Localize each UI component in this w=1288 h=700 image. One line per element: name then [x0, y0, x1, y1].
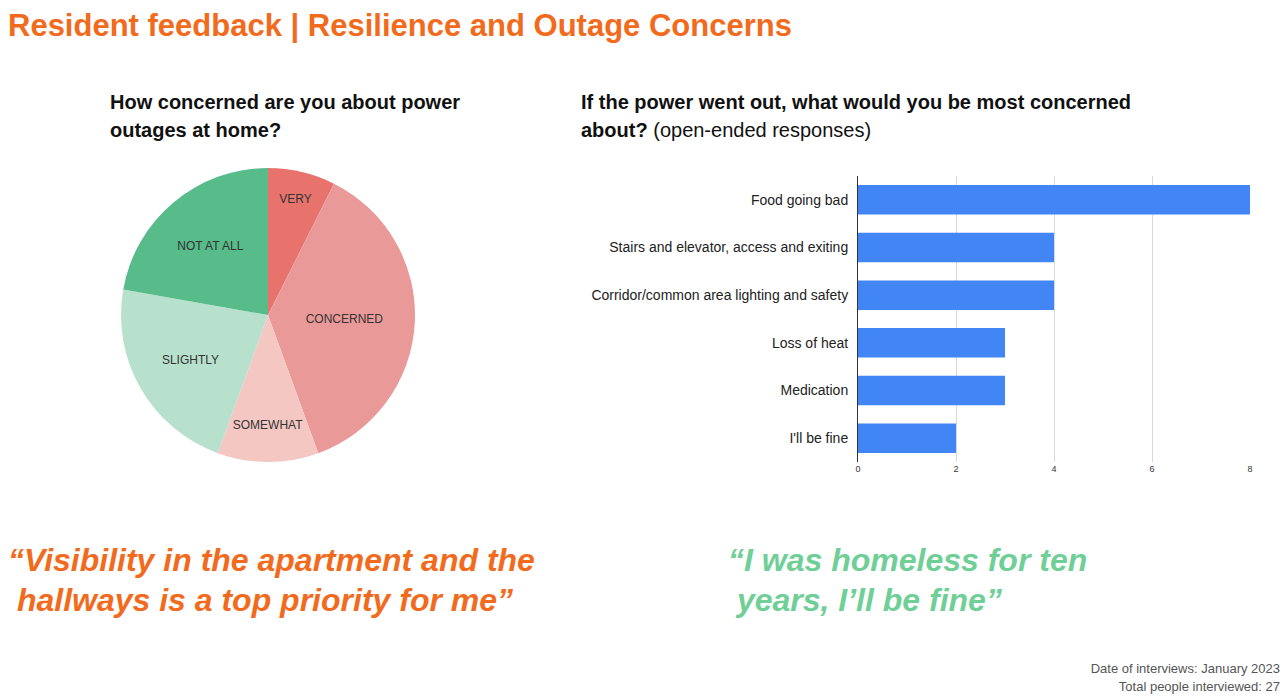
html-text:“Visibility in the apartment a: “Visibility in the apartment and the [8, 542, 535, 578]
svg-text:8: 8 [1247, 464, 1252, 474]
html-text:If the power went out, what wo: If the power went out, what would you be… [581, 91, 1131, 141]
svg-text:Corridor/common area lighting: Corridor/common area lighting and safety [591, 287, 848, 303]
html-text:How concerned are you about po: How concerned are you about power outage… [110, 91, 461, 141]
html-text:hallways is a top priority for: hallways is a top priority for me” [8, 582, 513, 618]
html-text:Resident feedback | Resilience: Resident feedback | Resilience and Outag… [8, 8, 792, 43]
svg-text:0: 0 [855, 464, 860, 474]
svg-text:SOMEWHAT: SOMEWHAT [233, 418, 303, 432]
svg-text:4: 4 [1051, 464, 1056, 474]
svg-text:CONCERNED: CONCERNED [306, 312, 384, 326]
svg-text:NOT AT ALL: NOT AT ALL [177, 239, 243, 253]
svg-text:VERY: VERY [279, 192, 311, 206]
svg-text:Loss of heat: Loss of heat [772, 335, 848, 351]
html-text:years, I’ll be fine”: years, I’ll be fine” [728, 582, 1002, 618]
svg-text:Stairs and elevator, access an: Stairs and elevator, access and exiting [609, 239, 848, 255]
svg-text:Medication: Medication [780, 382, 848, 398]
svg-text:SLIGHTLY: SLIGHTLY [162, 353, 219, 367]
svg-text:2: 2 [953, 464, 958, 474]
html-text:“I was homeless for ten: “I was homeless for ten [728, 542, 1088, 578]
svg-text:6: 6 [1149, 464, 1154, 474]
svg-text:Food going bad: Food going bad [751, 192, 848, 208]
svg-text:I'll be fine: I'll be fine [789, 430, 848, 446]
html-text:Total people interviewed: 27: Total people interviewed: 27 [1118, 679, 1280, 694]
html-text:Date of interviews: January 20: Date of interviews: January 2023 [1090, 661, 1280, 676]
